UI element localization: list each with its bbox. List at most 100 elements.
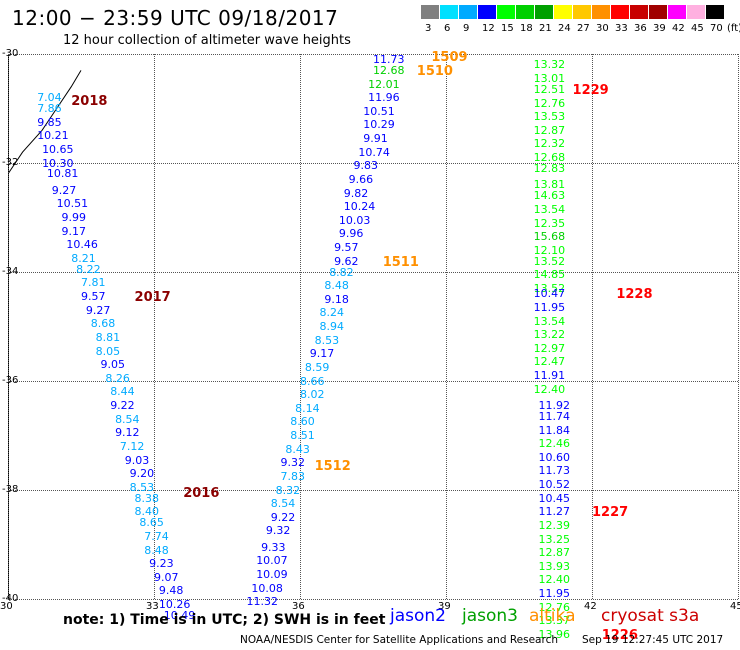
wave-height-value: 13.96 — [538, 627, 570, 641]
pass-time-label: 1228 — [616, 287, 653, 303]
wave-height-value: 10.60 — [538, 450, 570, 464]
colorbar-label: 45 — [691, 23, 704, 34]
wave-height-value: 8.38 — [134, 491, 160, 505]
wave-height-value: 13.52 — [533, 281, 566, 295]
colorbar-swatch — [516, 5, 534, 19]
wave-height-value: 11.74 — [538, 409, 570, 423]
y-tick-label: -30 — [2, 48, 19, 59]
wave-height-value: 9.32 — [265, 524, 291, 538]
colorbar-label: 42 — [672, 23, 685, 34]
plot-area: 30 33 36 39 42 45 -30 -32 -34 -36 -38 -40 7.04 7.86 9.… — [0, 48, 740, 642]
wave-height-value: 9.23 — [149, 557, 174, 571]
colorbar-label: 33 — [615, 23, 628, 34]
units-note: note: 1) Time is in UTC; 2) SWH is in fe… — [63, 612, 386, 628]
wave-height-value: 8.66 — [300, 374, 325, 388]
wave-height-value: 11.27 — [538, 505, 570, 519]
wave-height-value: 8.53 — [314, 333, 340, 347]
wave-height-value: 8.54 — [270, 497, 296, 511]
wave-height-value: 11.73 — [373, 53, 405, 66]
wave-height-value: 13.32 — [533, 58, 566, 72]
colorbar-label: 6 — [444, 23, 451, 34]
wave-height-value: 8.53 — [129, 480, 155, 494]
wave-height-value: 9.57 — [81, 290, 106, 304]
wave-height-value: 8.24 — [319, 306, 344, 320]
chart-subtitle: 12 hour collection of altimeter wave hei… — [63, 33, 351, 48]
grid-line-vertical — [154, 54, 155, 599]
colorbar-swatch — [535, 5, 553, 19]
wave-height-value: 9.62 — [334, 254, 359, 268]
wave-height-value: 7.83 — [280, 469, 306, 483]
wave-height-value: 11.32 — [246, 595, 278, 609]
coastline — [8, 70, 82, 175]
wave-height-value: 13.93 — [538, 559, 570, 573]
wave-height-value: 8.60 — [290, 415, 315, 429]
wave-height-value: 11.95 — [533, 300, 566, 314]
wave-height-value: 10.30 — [42, 156, 74, 170]
wave-height-value: 12.76 — [533, 96, 566, 110]
colorbar-swatch — [573, 5, 591, 19]
pass-time-label: 1511 — [382, 254, 419, 270]
wave-height-value: 13.22 — [533, 328, 566, 342]
pass-time-label: 1226 — [601, 627, 638, 643]
wave-height-value: 13.54 — [533, 202, 566, 216]
wave-height-value: 9.20 — [129, 467, 155, 481]
wave-height-value: 10.52 — [538, 478, 570, 492]
grid-line-vertical — [592, 54, 593, 599]
grid-line-vertical — [738, 54, 739, 599]
colorbar-swatch — [440, 5, 458, 19]
legend-altika: altika — [529, 606, 576, 626]
colorbar-swatch — [687, 5, 705, 19]
colorbar-unit: (ft) — [727, 23, 740, 34]
wave-height-value: 9.17 — [309, 347, 335, 361]
y-tick-label: -34 — [2, 266, 19, 277]
grid-line-horizontal — [8, 599, 738, 600]
wave-height-value: 8.81 — [95, 330, 121, 344]
wave-height-value: 10.26 — [158, 598, 191, 611]
wave-height-value: 10.45 — [538, 491, 570, 505]
grid-line-vertical — [300, 54, 301, 599]
grid-line-horizontal — [8, 490, 738, 491]
wave-height-value: 8.48 — [144, 543, 169, 557]
pass-time-label: 2017 — [134, 290, 171, 306]
wave-height-value: 10.07 — [256, 554, 288, 568]
wave-height-value: 8.14 — [295, 401, 320, 415]
credit-text: NOAA/NESDIS Center for Satellite Applica… — [240, 634, 558, 646]
wave-height-value: 12.47 — [533, 355, 566, 369]
x-tick-label: 33 — [146, 601, 159, 612]
wave-height-value: 12.68 — [533, 151, 566, 165]
wave-height-value: 10.09 — [256, 568, 288, 582]
colorbar-label: 21 — [539, 23, 552, 34]
chart-title: 12:00 − 23:59 UTC 09/18/2017 — [12, 6, 339, 30]
wave-height-value: 9.18 — [324, 292, 349, 306]
wave-height-value: 12.87 — [538, 546, 570, 560]
wave-height-value: 12.32 — [533, 137, 566, 151]
wave-height-value: 12.46 — [538, 437, 570, 451]
wave-height-value: 9.83 — [353, 159, 379, 173]
legend-jason3: jason3 — [462, 606, 518, 626]
colorbar-swatch — [649, 5, 667, 19]
wave-height-value: 9.22 — [270, 510, 296, 524]
colorbar-label: 36 — [634, 23, 647, 34]
wave-height-value: 11.91 — [533, 369, 566, 383]
wave-height-value: 10.74 — [358, 145, 390, 159]
colorbar-label: 9 — [463, 23, 470, 34]
x-tick-label: 30 — [0, 601, 13, 612]
wave-height-value: 9.96 — [338, 227, 364, 241]
pass-time-label: 2016 — [183, 486, 220, 502]
wave-height-value: 8.82 — [329, 265, 354, 279]
wave-height-value: 12.76 — [538, 600, 570, 614]
wave-height-value: 8.43 — [285, 442, 310, 456]
wave-height-value: 10.49 — [163, 608, 196, 622]
wave-height-value: 7.86 — [37, 102, 62, 116]
wave-height-value: 10.24 — [343, 200, 376, 214]
wave-height-value: 9.27 — [85, 303, 111, 317]
wave-height-value: 9.48 — [158, 584, 184, 598]
wave-height-value: 13.25 — [538, 532, 570, 546]
wave-height-value: 10.03 — [338, 213, 371, 227]
grid-line-horizontal — [8, 381, 738, 382]
generation-time: Sep 19 12:27:45 UTC 2017 — [582, 634, 724, 646]
colorbar-swatch — [459, 5, 477, 19]
wave-height-value: 8.94 — [319, 320, 344, 334]
wave-height-value: 11.96 — [368, 91, 400, 105]
wave-height-value: 12.10 — [533, 243, 566, 257]
